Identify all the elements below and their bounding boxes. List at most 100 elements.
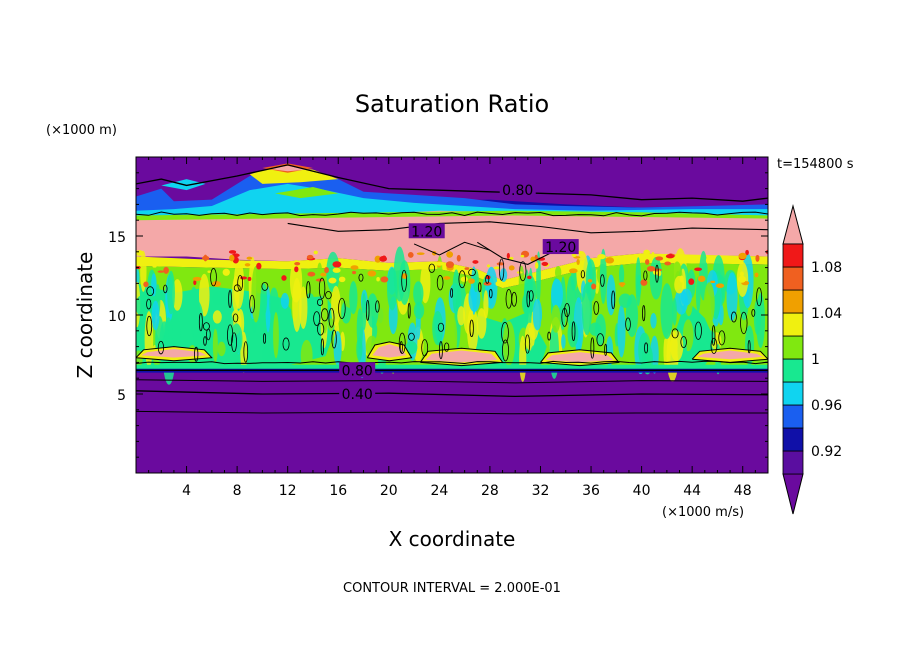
contour-loop bbox=[604, 343, 608, 357]
contour-loop bbox=[358, 273, 364, 282]
colorbar-swatch bbox=[782, 312, 804, 337]
cloud-streak bbox=[140, 250, 147, 292]
speckle bbox=[228, 250, 237, 254]
contour-loop bbox=[710, 337, 718, 354]
cloud-streak bbox=[212, 328, 218, 363]
y-tick-label: 10 bbox=[108, 309, 126, 325]
contour-loop bbox=[547, 331, 551, 341]
contour-interval-footer: CONTOUR INTERVAL = 2.000E-01 bbox=[343, 581, 561, 596]
contour-loop bbox=[157, 340, 165, 355]
base-098 bbox=[136, 364, 768, 370]
cloud-streak bbox=[260, 283, 268, 316]
x-tick-label: 40 bbox=[633, 483, 651, 499]
speckle bbox=[320, 272, 327, 277]
contour-loop bbox=[731, 311, 737, 323]
colorbar-below-triangle bbox=[782, 473, 804, 515]
speckle bbox=[496, 262, 505, 266]
speckle bbox=[143, 281, 149, 288]
speckle bbox=[754, 272, 759, 278]
contour-loop bbox=[306, 281, 311, 299]
speckle bbox=[222, 268, 230, 276]
cloud-streak bbox=[502, 321, 516, 367]
speckle bbox=[416, 252, 425, 255]
speckle bbox=[376, 276, 380, 282]
cloud-streak bbox=[349, 280, 358, 315]
colorbar-swatch bbox=[782, 381, 804, 406]
time-label: t=154800 s bbox=[777, 157, 854, 172]
contour-label-bg bbox=[339, 362, 376, 378]
contour-loop bbox=[243, 341, 249, 363]
cloud-streak bbox=[599, 248, 607, 304]
fringe-top bbox=[136, 210, 768, 221]
speckle bbox=[324, 266, 329, 274]
contour-loop bbox=[571, 321, 576, 342]
speckle bbox=[468, 278, 475, 284]
cloud-streak bbox=[619, 264, 625, 286]
contour-120-upper bbox=[287, 221, 768, 234]
cloud-streak bbox=[551, 278, 563, 310]
speckle bbox=[456, 254, 461, 262]
cloud-streak bbox=[551, 304, 561, 333]
contour-loop bbox=[469, 319, 474, 338]
contour-loop bbox=[625, 317, 631, 331]
contour-loop bbox=[428, 263, 436, 273]
speckle bbox=[306, 254, 314, 260]
speckle bbox=[534, 262, 539, 269]
contour-loop bbox=[564, 303, 571, 318]
cloud-streak bbox=[468, 285, 481, 313]
contour-loop bbox=[519, 261, 527, 282]
x-tick-label: 20 bbox=[380, 483, 398, 499]
speckle bbox=[207, 270, 211, 273]
contour-loop bbox=[596, 333, 605, 347]
speckle bbox=[256, 262, 262, 270]
colorbar-label: 1.08 bbox=[811, 260, 842, 276]
x-tick-label: 44 bbox=[683, 483, 701, 499]
cloud-streak bbox=[589, 322, 602, 336]
cloud-streak bbox=[280, 292, 290, 309]
cloud-streak bbox=[643, 297, 655, 317]
cloud-streak bbox=[356, 337, 363, 361]
cloud-streak bbox=[476, 308, 487, 339]
speckle bbox=[738, 252, 747, 260]
speckle bbox=[157, 270, 165, 273]
contour-loop bbox=[206, 328, 211, 341]
cloud-streak bbox=[699, 250, 708, 301]
lens-above bbox=[372, 344, 407, 358]
colorbar-swatch bbox=[782, 289, 804, 314]
cloud-streak bbox=[532, 298, 543, 331]
speckle bbox=[407, 252, 414, 258]
speckle bbox=[246, 256, 253, 260]
cloud-streak bbox=[530, 345, 539, 368]
contour-loop bbox=[227, 324, 234, 346]
contour-loop bbox=[524, 334, 531, 354]
cloud-streak bbox=[167, 270, 175, 315]
speckle bbox=[710, 280, 716, 284]
speckle bbox=[657, 270, 662, 277]
contour-loop bbox=[600, 274, 605, 287]
contour-080-top bbox=[136, 164, 768, 202]
contour-loop bbox=[671, 328, 679, 339]
contour-lens bbox=[419, 347, 504, 367]
cloud-streak bbox=[299, 286, 308, 330]
lens-above bbox=[545, 352, 614, 363]
speckle bbox=[485, 275, 491, 280]
contour-label: 1.20 bbox=[411, 224, 442, 240]
contour-loop bbox=[740, 311, 748, 335]
contour-lens bbox=[691, 347, 768, 363]
contour-loop bbox=[485, 274, 490, 284]
contour-loop bbox=[436, 275, 444, 291]
speckle bbox=[530, 256, 536, 262]
speckle bbox=[591, 283, 597, 290]
contour-loop bbox=[398, 332, 406, 354]
speckle bbox=[587, 279, 593, 283]
contour-lens bbox=[540, 349, 620, 367]
speckle bbox=[229, 254, 235, 262]
cloud-streak bbox=[361, 293, 367, 331]
cloud-streak bbox=[518, 265, 525, 299]
contour-loop bbox=[228, 290, 232, 309]
speckle bbox=[495, 281, 500, 287]
speckle bbox=[332, 261, 342, 268]
speckle bbox=[460, 276, 468, 282]
contour-loop bbox=[421, 339, 429, 357]
contour-label: 1.20 bbox=[545, 240, 576, 256]
